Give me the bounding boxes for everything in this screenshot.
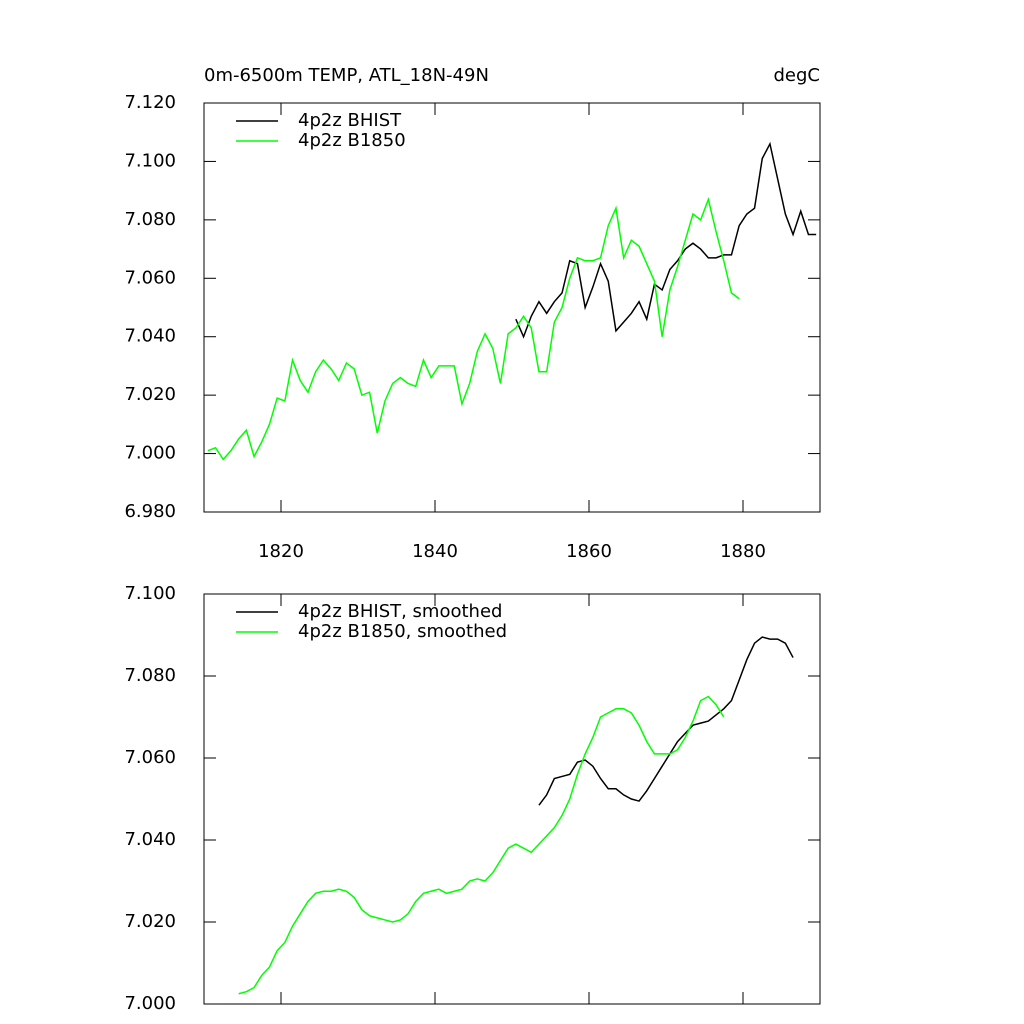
chart-title: 0m-6500m TEMP, ATL_18N-49N (204, 65, 489, 86)
y-tick-label: 7.020 (124, 384, 176, 405)
plot-frame (203, 102, 821, 513)
y-tick-label: 7.100 (124, 583, 176, 604)
y-tick-label: 7.060 (124, 267, 176, 288)
plot-frame (203, 593, 821, 1005)
y-tick-label: 7.000 (124, 993, 176, 1014)
x-tick-label: 1840 (412, 541, 458, 562)
x-tick-label: 1820 (258, 541, 304, 562)
y-tick-label: 7.040 (124, 326, 176, 347)
y-tick-label: 7.080 (124, 665, 176, 686)
legend-label: 4p2z BHIST, smoothed (298, 601, 502, 622)
legend-label: 4p2z BHIST (298, 110, 402, 131)
y-tick-label: 7.120 (124, 92, 176, 113)
legend-label: 4p2z B1850 (298, 130, 406, 151)
legend-label: 4p2z B1850, smoothed (298, 621, 507, 642)
y-tick-label: 7.060 (124, 747, 176, 768)
series-line (538, 636, 794, 806)
series-line (515, 141, 817, 339)
series-line (207, 196, 740, 461)
y-tick-label: 7.100 (124, 150, 176, 171)
series-line (238, 695, 725, 995)
x-tick-label: 1860 (566, 541, 612, 562)
units-label: degC (774, 65, 821, 86)
y-tick-label: 7.080 (124, 209, 176, 230)
y-tick-label: 7.020 (124, 911, 176, 932)
y-tick-label: 7.000 (124, 443, 176, 464)
x-tick-label: 1880 (720, 541, 766, 562)
y-tick-label: 6.980 (124, 501, 176, 522)
y-tick-label: 7.040 (124, 829, 176, 850)
